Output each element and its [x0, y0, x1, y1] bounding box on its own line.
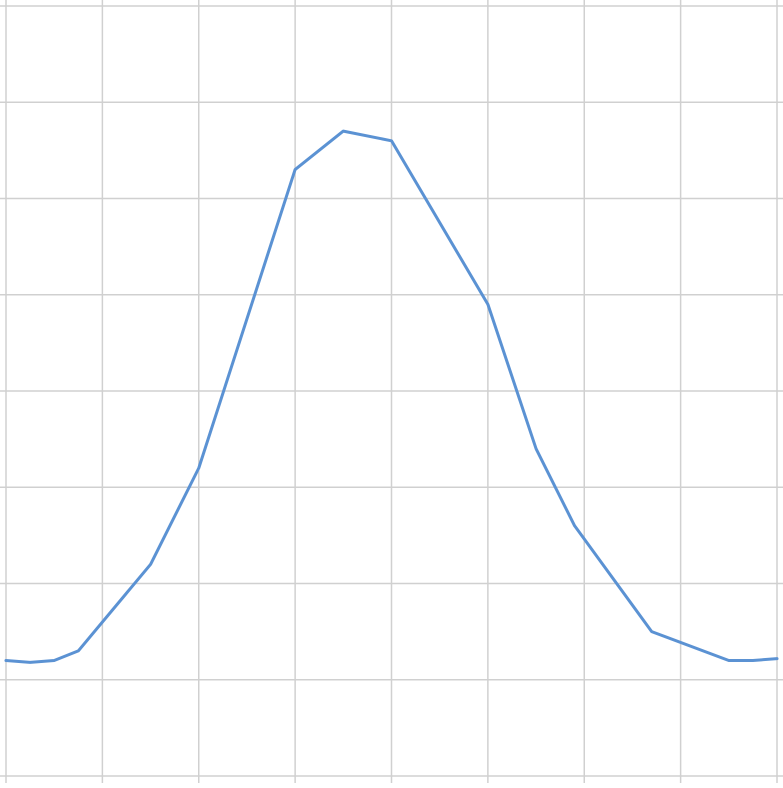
series-group: [4, 129, 779, 664]
series-line-0: [4, 129, 779, 664]
